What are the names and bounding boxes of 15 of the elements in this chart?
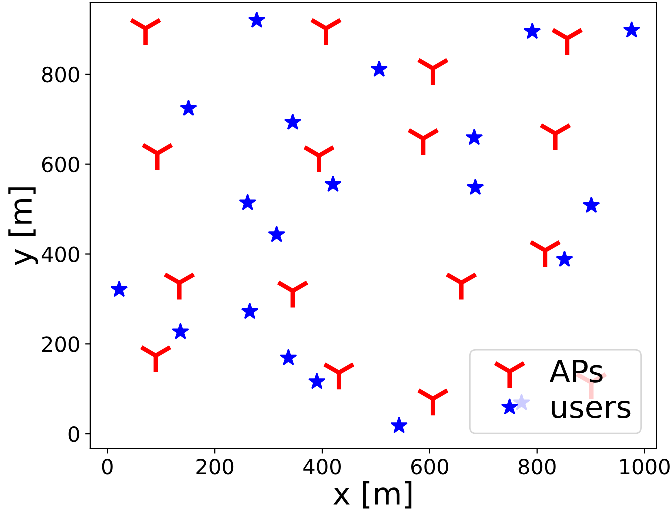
x-tick-label: 800 xyxy=(518,458,556,475)
x-axis-title: x [m] xyxy=(334,482,412,509)
x-tick-label: 1000 xyxy=(620,458,670,475)
y-axis-title: y [m] xyxy=(8,188,38,266)
y-tick-label: 200 xyxy=(42,336,80,352)
x-tick-label: 600 xyxy=(411,458,448,475)
x-tick-label: 200 xyxy=(196,458,234,475)
y-tick-label: 0 xyxy=(68,426,80,442)
y-tick-label: 400 xyxy=(42,246,80,262)
x-tick-label: 400 xyxy=(304,458,341,475)
legend-label: APs xyxy=(550,360,603,383)
x-tick-label: 0 xyxy=(102,458,113,475)
y-tick-label: 600 xyxy=(42,156,80,173)
legend-label: users xyxy=(552,400,631,419)
y-tick-label: 800 xyxy=(42,66,80,83)
